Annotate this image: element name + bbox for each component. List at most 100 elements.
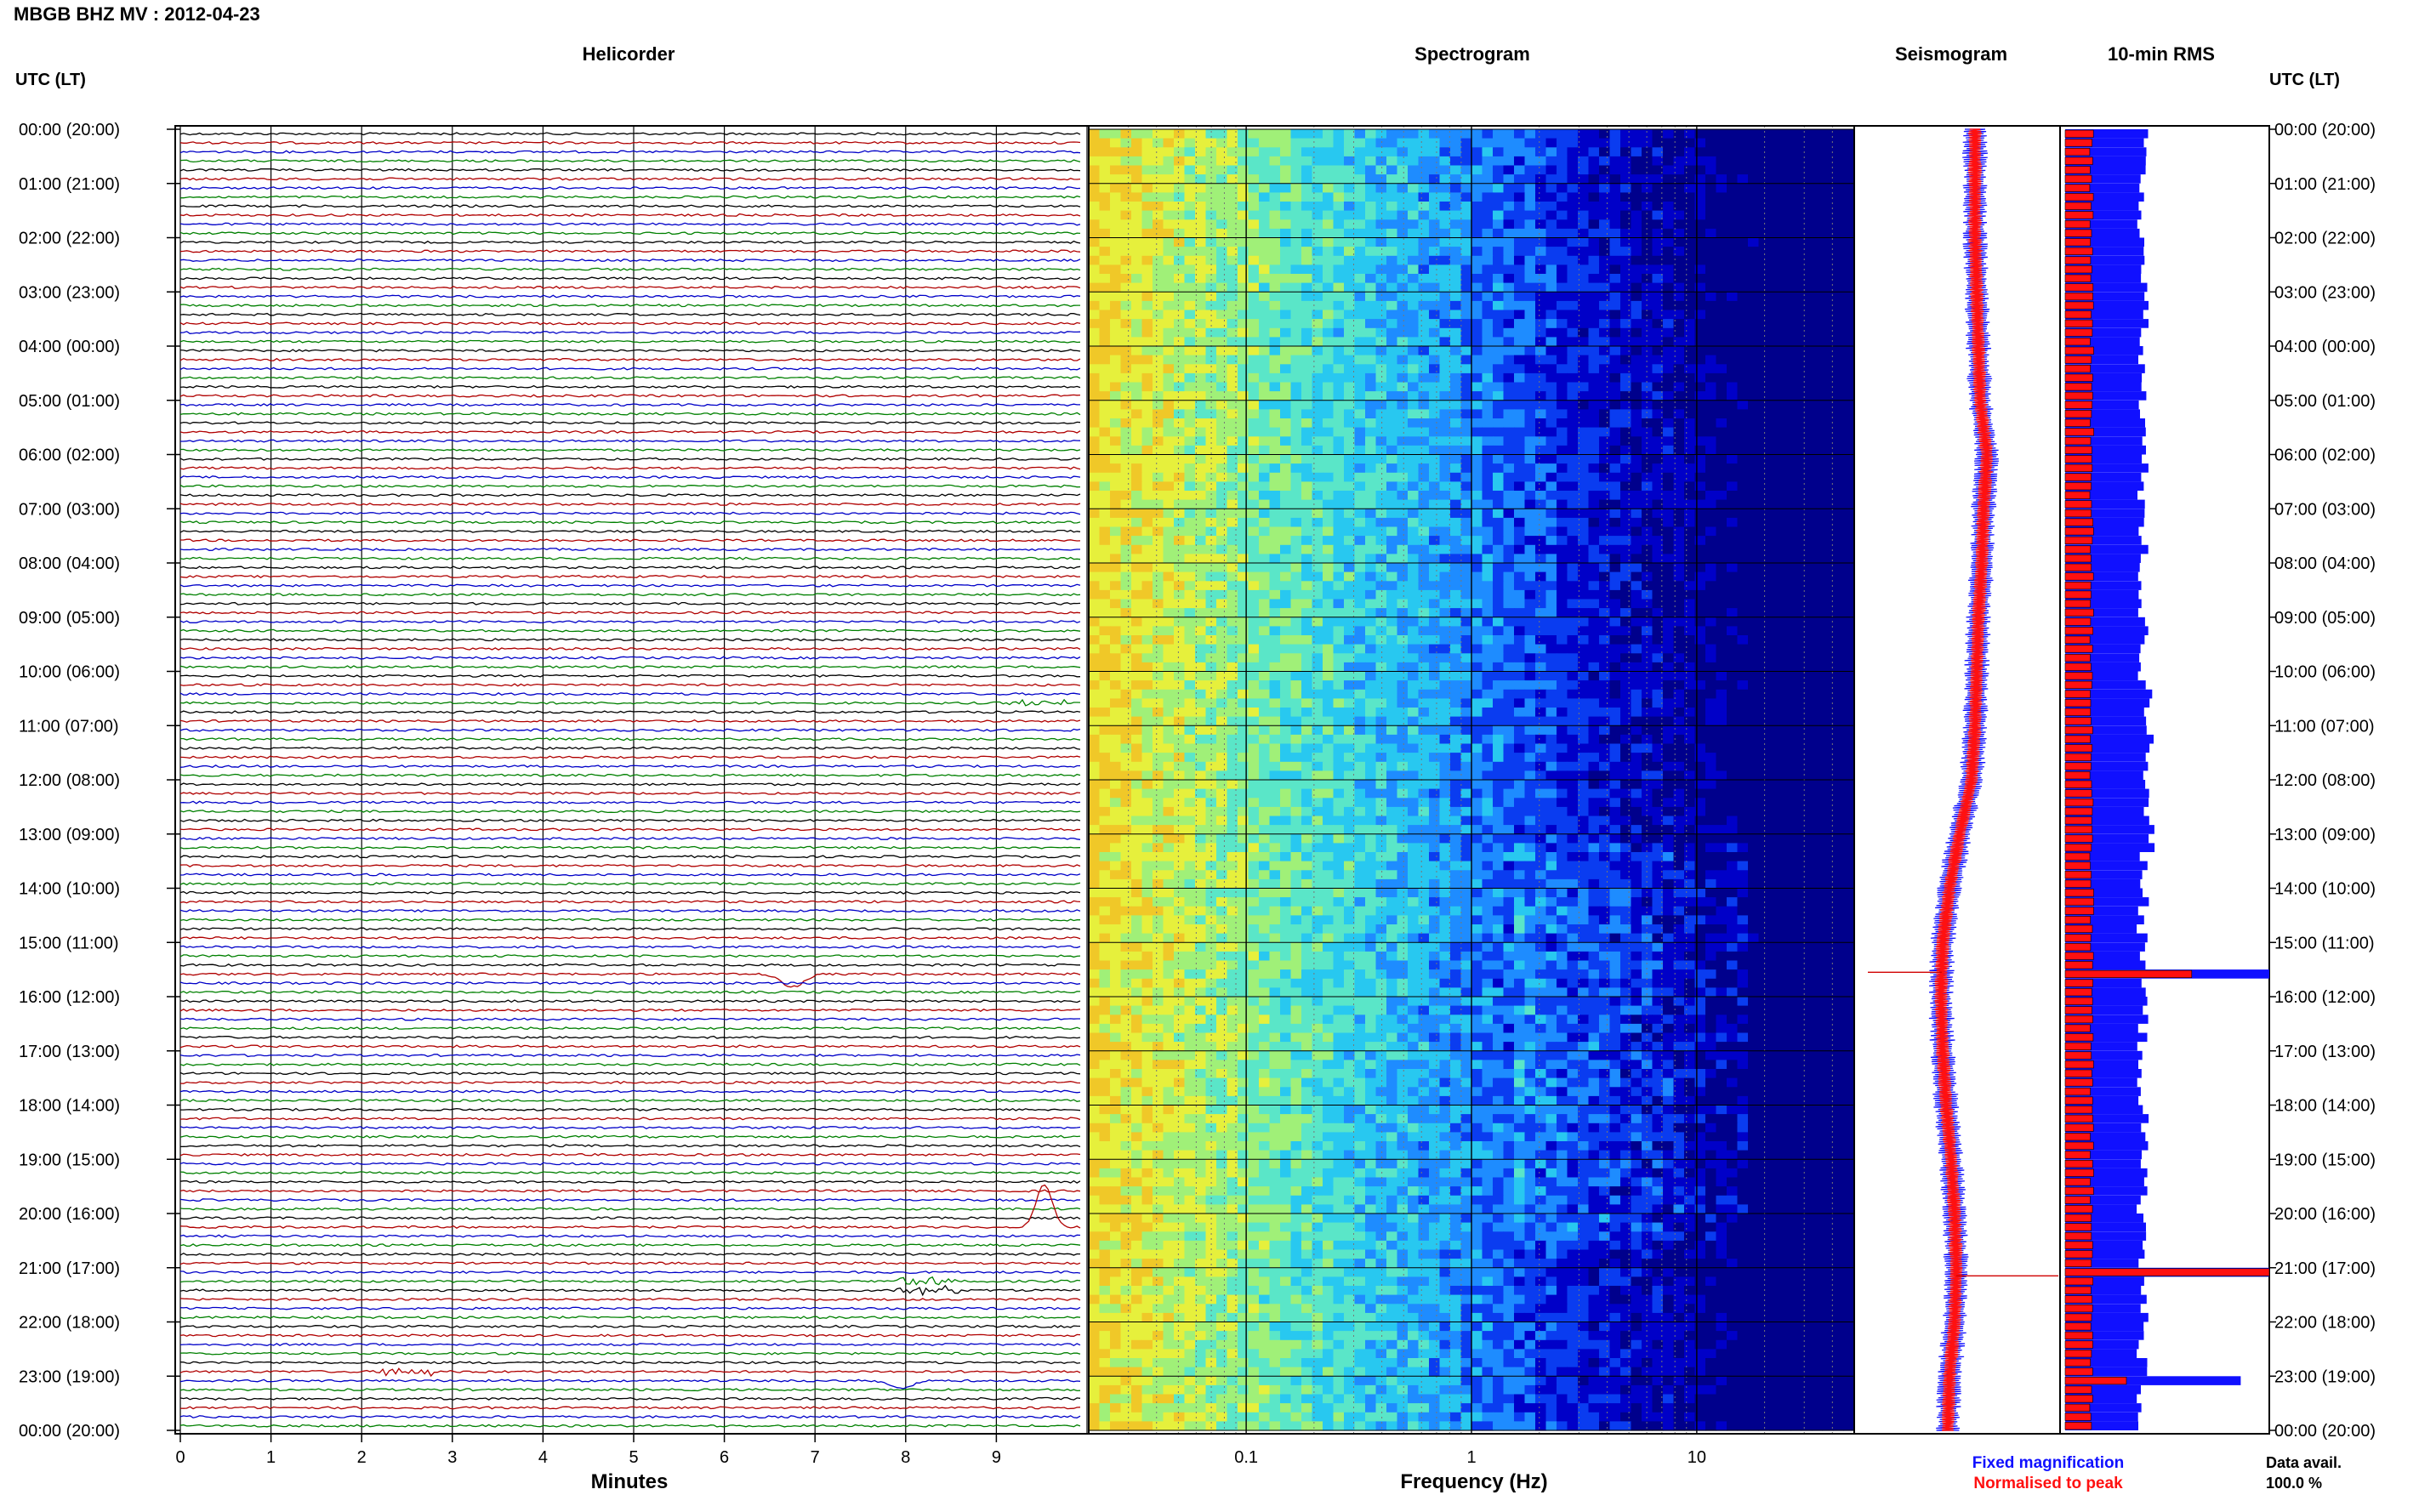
spectrogram-cell [1269,202,1281,212]
spectrogram-cell [1599,436,1611,446]
spectrogram-cell [1545,138,1557,148]
spectrogram-cell [1120,219,1132,230]
spectrogram-cell [1588,337,1600,347]
spectrogram-cell [1153,472,1164,482]
spectrogram-cell [1503,237,1515,247]
spectrogram-cell [1493,372,1505,384]
spectrogram-cell [1131,491,1143,501]
spectrogram-cell [1195,599,1207,609]
spectrogram-cell [1652,219,1664,230]
spectrogram-cell [1163,509,1175,519]
spectrogram-cell [1280,445,1292,456]
helicorder-trace [179,294,1081,298]
spectrogram-cell [1471,372,1483,384]
spectrogram-cell [1195,247,1207,257]
spectrogram-cell [1620,653,1632,663]
spectrogram-cell [1642,436,1653,446]
spectrogram-cell [1588,589,1600,600]
spectrogram-cell [1386,292,1398,302]
spectrogram-cell [1779,536,1791,546]
spectrogram-cell [1493,300,1505,311]
spectrogram-cell [1833,174,1845,185]
spectrogram-cell [1758,391,1770,401]
spectrogram-cell [1429,129,1441,139]
spectrogram-cell [1216,608,1228,618]
spectrogram-cell [1301,454,1313,464]
spectrogram-cell [1408,554,1420,564]
spectrogram-cell [1460,400,1472,410]
spectrogram-cell [1620,391,1632,401]
spectrogram-cell [1099,292,1111,302]
spectrogram-cell [1620,138,1632,148]
spectrogram-cell [1280,156,1292,167]
spectrogram-cell [1099,472,1111,482]
spectrogram-cell [1408,372,1420,384]
spectrogram-cell [1620,427,1632,437]
spectrogram-cell [1153,372,1164,384]
spectrogram-cell [1110,571,1122,582]
spectrogram-cell [1524,319,1536,329]
spectrogram-cell [1652,472,1664,482]
spectrogram-cell [1545,418,1557,429]
spectrogram-cell [1578,599,1590,609]
spectrogram-cell [1099,662,1111,673]
spectrogram-cell [1471,599,1483,609]
spectrogram-cell [1248,653,1260,663]
spectrogram-cell [1141,472,1153,482]
spectrogram-cell [1545,192,1557,202]
spectrogram-cell [1609,292,1621,302]
spectrogram-cell [1184,337,1196,347]
spectrogram-cell [1822,680,1834,691]
spectrogram-cell [1673,509,1685,519]
spectrogram-cell [1344,147,1356,157]
spectrogram-cell [1205,292,1217,302]
spectrogram-cell [1684,589,1696,600]
spectrogram-cell [1620,708,1632,718]
spectrogram-cell [1758,427,1770,437]
spectrogram-cell [1663,481,1675,492]
spectrogram-cell [1354,463,1366,474]
spectrogram-cell [1769,698,1781,708]
spectrogram-cell [1089,147,1101,157]
spectrogram-cell [1779,589,1791,600]
spectrogram-cell [1312,346,1323,356]
spectrogram-cell [1450,563,1462,573]
spectrogram-cell [1141,662,1153,673]
spectrogram-cell [1620,255,1632,265]
spectrogram-cell [1344,409,1356,419]
helicorder-trace [179,231,1081,236]
spectrogram-cell [1259,563,1271,573]
spectrogram-cell [1779,689,1791,699]
spectrogram-cell [1344,346,1356,356]
spectrogram-cell [1609,174,1621,185]
spectrogram-cell [1365,382,1377,392]
spectrogram-cell [1737,617,1749,627]
spectrogram-cell [1386,563,1398,573]
spectrogram-cell [1120,509,1132,519]
spectrogram-cell [1290,509,1302,519]
spectrogram-cell [1174,491,1186,501]
spectrogram-cell [1631,635,1642,645]
spectrogram-cell [1248,202,1260,212]
spectrogram-cell [1503,174,1515,185]
spectrogram-cell [1280,499,1292,509]
spectrogram-cell [1418,463,1430,474]
spectrogram-cell [1259,310,1271,320]
spectrogram-cell [1450,292,1462,302]
spectrogram-cell [1269,599,1281,609]
spectrogram-cell [1769,662,1781,673]
spectrogram-cell [1779,418,1791,429]
spectrogram-cell [1344,400,1356,410]
spectrogram-cell [1524,571,1536,582]
spectrogram-cell [1238,716,1249,726]
spectrogram-cell [1705,219,1717,230]
spectrogram-cell [1439,237,1451,247]
spectrogram-cell [1163,382,1175,392]
spectrogram-cell [1705,400,1717,410]
spectrogram-cell [1280,680,1292,691]
spectrogram-cell [1312,129,1323,139]
spectrogram-cell [1545,255,1557,265]
spectrogram-cell [1737,319,1749,329]
spectrogram-cell [1833,138,1845,148]
spectrogram-cell [1609,247,1621,257]
